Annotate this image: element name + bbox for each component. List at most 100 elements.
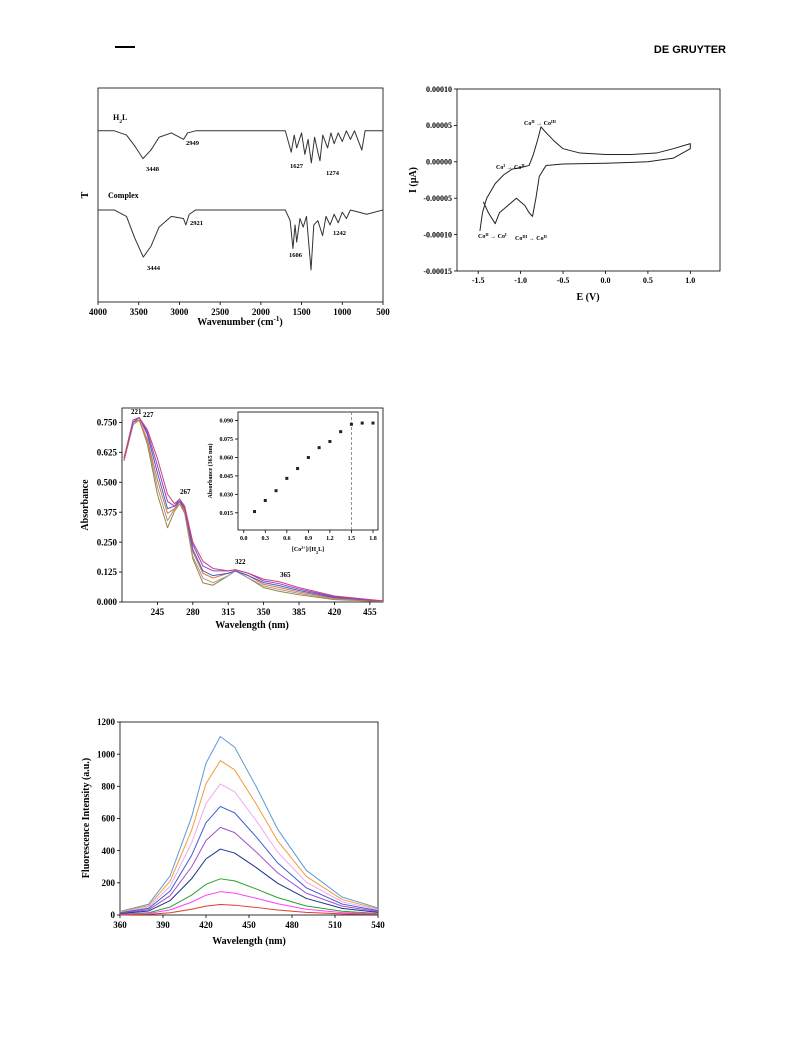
x-tick-label: 0.0 bbox=[600, 276, 610, 285]
x-tick-label: 390 bbox=[156, 920, 170, 930]
x-tick-label: 500 bbox=[376, 307, 390, 317]
y-tick-label: 0.500 bbox=[97, 477, 118, 487]
x-tick-label: 1500 bbox=[293, 307, 312, 317]
y-tick-label: 0.625 bbox=[97, 447, 118, 457]
x-tick-label: 2000 bbox=[252, 307, 271, 317]
x-tick-label: 4000 bbox=[89, 307, 108, 317]
x-axis-label: Wavenumber (cm-1) bbox=[197, 315, 282, 328]
annotation-part: → Co bbox=[489, 234, 505, 240]
series-line bbox=[119, 891, 379, 916]
y-tick-label: -0.00010 bbox=[423, 230, 452, 239]
y-tick-label: 1000 bbox=[97, 749, 116, 759]
x-tick-label: 510 bbox=[328, 920, 342, 930]
series-line bbox=[119, 848, 379, 915]
series-line bbox=[123, 417, 384, 602]
x-tick-label: 480 bbox=[285, 920, 299, 930]
series-line bbox=[479, 126, 691, 232]
x-tick-label: 0.3 bbox=[262, 536, 270, 542]
series-line bbox=[98, 209, 384, 271]
x-axis-label: [Co2+]/[H2L] bbox=[292, 545, 324, 555]
x-tick-label: 0.0 bbox=[240, 536, 248, 542]
y-tick-label: -0.00015 bbox=[423, 267, 452, 276]
data-point bbox=[339, 430, 343, 434]
x-tick-label: 1.8 bbox=[369, 536, 377, 542]
annotation: 1274 bbox=[326, 170, 340, 177]
annotation-part: Co bbox=[515, 236, 522, 242]
annotation: 365 bbox=[280, 571, 291, 579]
annotation: CoIII → CoII bbox=[515, 234, 547, 243]
x-tick-label: 0.9 bbox=[305, 536, 313, 542]
x-tick-label: 245 bbox=[151, 607, 165, 617]
data-point bbox=[360, 421, 364, 425]
y-tick-label: 800 bbox=[102, 781, 116, 791]
series-line bbox=[119, 783, 379, 913]
annotation: 2949 bbox=[186, 140, 200, 147]
annotation: 267 bbox=[180, 488, 191, 496]
y-tick-label: 600 bbox=[102, 814, 116, 824]
data-point bbox=[328, 440, 332, 443]
data-point bbox=[253, 510, 257, 514]
series-line bbox=[123, 419, 384, 602]
y-tick-label: 0.090 bbox=[220, 419, 234, 425]
x-tick-label: 420 bbox=[328, 607, 342, 617]
y-axis-label: T bbox=[80, 191, 91, 198]
annotation-part: Co bbox=[478, 234, 485, 240]
y-tick-label: 0 bbox=[111, 910, 116, 920]
y-tick-label: 0.00005 bbox=[426, 121, 452, 130]
annotation-part: II bbox=[485, 232, 489, 237]
x-axis-label-part: ) bbox=[279, 317, 282, 328]
data-point bbox=[296, 467, 300, 471]
y-tick-label: 0.060 bbox=[220, 456, 234, 462]
series-line bbox=[123, 419, 384, 602]
x-tick-label: 455 bbox=[363, 607, 377, 617]
series-label: Complex bbox=[108, 191, 139, 200]
data-point bbox=[274, 489, 278, 493]
y-tick-label: 0.375 bbox=[97, 507, 118, 517]
x-tick-label: 0.5 bbox=[643, 276, 653, 285]
plot-frame bbox=[456, 88, 721, 272]
series-line bbox=[119, 760, 379, 913]
y-tick-label: 200 bbox=[102, 878, 116, 888]
x-tick-label: 3500 bbox=[130, 307, 149, 317]
y-axis-label: Absorbance (365 nm) bbox=[207, 443, 214, 498]
y-axis-label: I (µA) bbox=[408, 167, 419, 193]
series-line bbox=[119, 826, 379, 914]
annotation: CoII → CoI bbox=[478, 232, 507, 241]
plot-frame bbox=[97, 87, 384, 303]
annotation: 1627 bbox=[290, 163, 304, 170]
annotation: 3448 bbox=[146, 166, 160, 173]
annotation-part: II bbox=[544, 234, 548, 239]
x-tick-label: 420 bbox=[199, 920, 213, 930]
x-axis-label-part: 2+ bbox=[301, 545, 306, 550]
annotation-part: Co bbox=[524, 121, 531, 127]
y-axis-label: Fluorescence Intensity (a.u.) bbox=[81, 758, 92, 878]
annotation: CoII → CoIII bbox=[524, 119, 556, 128]
x-tick-label: -0.5 bbox=[557, 276, 570, 285]
x-tick-label: -1.0 bbox=[514, 276, 527, 285]
series-line bbox=[119, 878, 379, 915]
x-tick-label: 350 bbox=[257, 607, 271, 617]
y-tick-label: 1200 bbox=[97, 717, 116, 727]
x-tick-label: -1.5 bbox=[472, 276, 485, 285]
series-line bbox=[119, 805, 379, 914]
y-tick-label: 0.00010 bbox=[426, 85, 452, 94]
annotation-part: Co bbox=[496, 165, 503, 171]
x-axis-label-part: -1 bbox=[274, 315, 280, 323]
x-axis-label: E (V) bbox=[576, 292, 599, 303]
data-point bbox=[317, 446, 321, 450]
series-line bbox=[123, 419, 384, 603]
x-tick-label: 280 bbox=[186, 607, 200, 617]
series-line bbox=[123, 417, 384, 602]
x-tick-label: 1.5 bbox=[348, 536, 356, 542]
x-tick-label: 0.6 bbox=[283, 536, 291, 542]
x-tick-label: 2500 bbox=[211, 307, 230, 317]
x-axis-label-part: ]/[H bbox=[306, 547, 317, 553]
y-tick-label: 0.000 bbox=[97, 597, 118, 607]
data-point bbox=[285, 476, 289, 480]
annotation-part: → Co bbox=[535, 121, 551, 127]
annotation-part: → Co bbox=[527, 236, 543, 242]
annotation: 1242 bbox=[333, 230, 346, 237]
data-point bbox=[371, 421, 375, 425]
y-tick-label: 0.125 bbox=[97, 567, 118, 577]
